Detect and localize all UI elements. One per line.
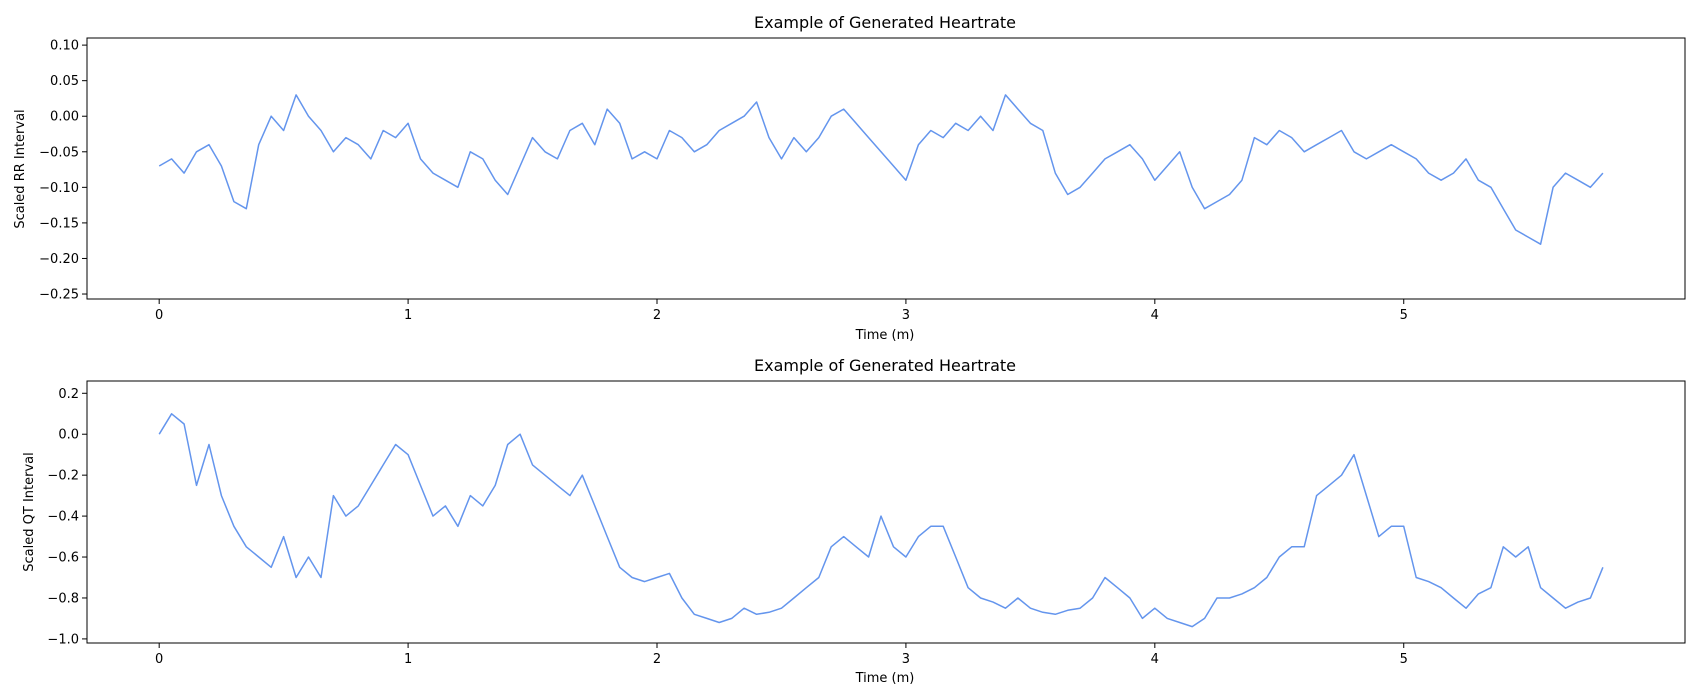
series-lines	[158, 94, 1604, 245]
y-tick-label: −0.6	[47, 551, 79, 566]
x-axis-label: Time (m)	[855, 328, 915, 343]
y-tick-label: 0.00	[50, 110, 79, 125]
x-axis-ticks: 0 1 2 3 4 5	[155, 299, 1408, 323]
series-lines	[158, 413, 1604, 628]
series-line	[158, 413, 1604, 628]
chart-qt-interval: Example of Generated Heartrate 0 1 2 3 4 5 0.…	[22, 356, 1686, 686]
x-tick-label: 2	[653, 308, 661, 323]
x-axis-label: Time (m)	[855, 671, 915, 686]
y-tick-label: 0.2	[58, 387, 79, 402]
y-tick-label: −0.05	[39, 145, 79, 160]
y-tick-label: −0.10	[39, 181, 79, 196]
y-tick-label: −0.25	[39, 288, 79, 303]
y-axis-label: Scaled RR Interval	[13, 109, 28, 228]
x-tick-label: 2	[653, 652, 661, 667]
y-tick-label: −0.2	[47, 469, 79, 484]
y-axis-label: Scaled QT Interval	[22, 452, 37, 571]
x-tick-label: 3	[902, 308, 910, 323]
y-tick-label: −0.4	[47, 510, 79, 525]
series-line	[158, 94, 1604, 245]
y-tick-label: −0.15	[39, 216, 79, 231]
y-tick-label: 0.0	[58, 428, 79, 443]
y-axis-ticks: 0.10 0.05 0.00 −0.05 −0.10 −0.15 −0.20 −0.25	[39, 39, 87, 303]
x-tick-label: 0	[155, 308, 163, 323]
x-tick-label: 0	[155, 652, 163, 667]
plot-frame	[86, 37, 1686, 300]
x-tick-label: 1	[404, 652, 412, 667]
x-tick-label: 5	[1400, 308, 1408, 323]
y-tick-label: −1.0	[47, 632, 79, 647]
y-tick-label: −0.8	[47, 591, 79, 606]
x-tick-label: 4	[1151, 652, 1159, 667]
x-tick-label: 5	[1400, 652, 1408, 667]
chart-rr-interval: Example of Generated Heartrate 0 1 2 3 4 5 0.…	[13, 13, 1686, 343]
x-axis-ticks: 0 1 2 3 4 5	[155, 643, 1408, 667]
y-tick-label: 0.05	[50, 74, 79, 89]
y-axis-ticks: 0.2 0.0 −0.2 −0.4 −0.6 −0.8 −1.0	[47, 387, 87, 647]
chart-title: Example of Generated Heartrate	[754, 13, 1016, 32]
y-tick-label: −0.20	[39, 252, 79, 267]
x-tick-label: 1	[404, 308, 412, 323]
chart-title: Example of Generated Heartrate	[754, 356, 1016, 375]
x-tick-label: 3	[902, 652, 910, 667]
plot-frame	[86, 380, 1686, 644]
y-tick-label: 0.10	[50, 39, 79, 54]
x-tick-label: 4	[1151, 308, 1159, 323]
